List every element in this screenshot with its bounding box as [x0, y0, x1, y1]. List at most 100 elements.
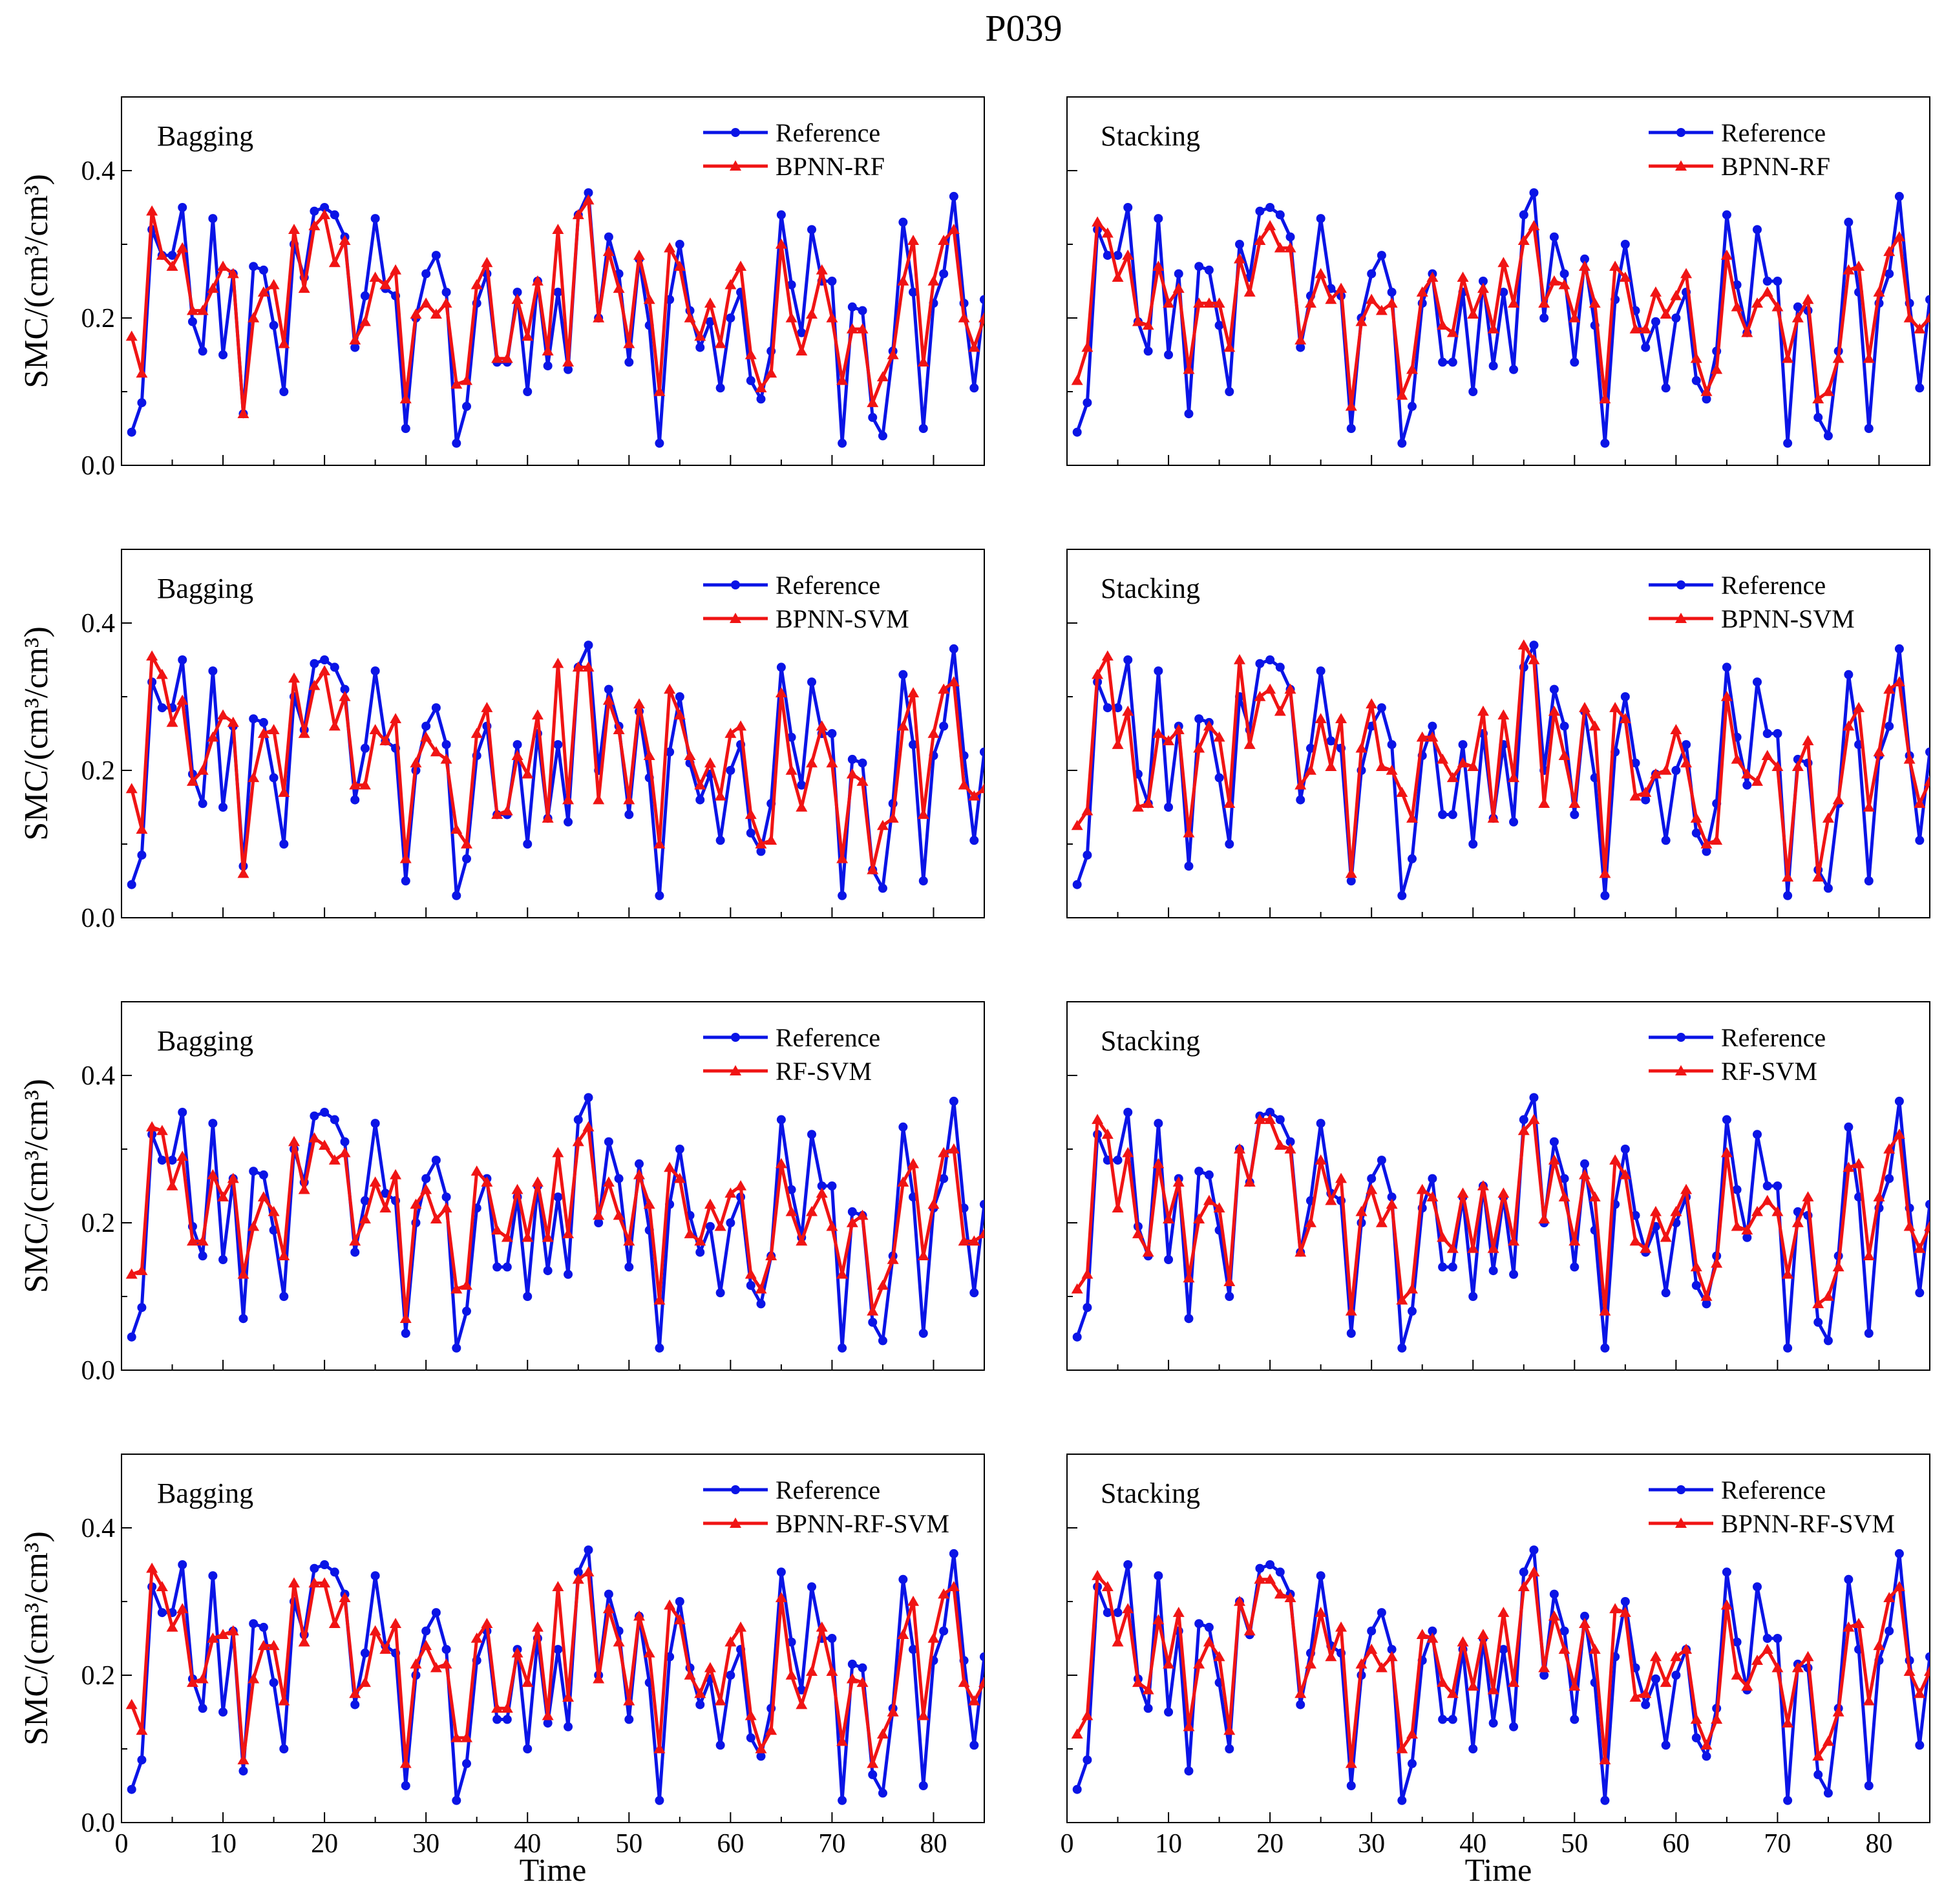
- model-series-point: [775, 1592, 787, 1603]
- model-series-point: [1223, 341, 1236, 352]
- model-series-point: [867, 1305, 879, 1316]
- model-series-point: [501, 1231, 513, 1242]
- model-series-point: [1711, 1257, 1723, 1268]
- model-series-point: [1467, 308, 1479, 319]
- reference-series-point: [340, 1137, 350, 1147]
- reference-series: [127, 1093, 984, 1353]
- method-label: Stacking: [1101, 1025, 1200, 1057]
- reference-series-point: [1762, 1634, 1772, 1643]
- model-series-point: [1132, 1677, 1144, 1687]
- reference-series-point: [746, 1280, 755, 1290]
- reference-series-point: [898, 1574, 908, 1584]
- legend-reference-marker: [1676, 128, 1685, 137]
- model-series-point: [1903, 1220, 1916, 1231]
- reference-series-point: [1529, 1545, 1539, 1555]
- reference-series-point: [635, 1159, 644, 1169]
- legend-model-label: RF-SVM: [776, 1057, 872, 1086]
- model-series-point: [440, 297, 452, 308]
- reference-series-point: [1773, 1634, 1782, 1643]
- model-series-point: [1914, 798, 1926, 809]
- reference-series-point: [1915, 836, 1925, 845]
- model-series-point: [339, 1147, 351, 1158]
- reference-series-point: [1204, 1170, 1214, 1179]
- model-series-point: [328, 1154, 341, 1165]
- reference-series-point: [1285, 1137, 1295, 1147]
- reference-series-point: [1762, 277, 1772, 286]
- model-series-point: [1853, 260, 1865, 271]
- model-series-point: [917, 809, 929, 820]
- reference-series-point: [1691, 376, 1701, 385]
- model-series-point: [1640, 1687, 1652, 1698]
- reference-series-point: [127, 880, 136, 889]
- y-tick-label: 0.2: [81, 304, 116, 333]
- model-series-point: [1457, 1187, 1469, 1198]
- reference-series-point: [269, 773, 279, 783]
- reference-series-point: [1894, 1096, 1904, 1106]
- model-series-point: [1893, 1128, 1905, 1139]
- model-series-point: [308, 1132, 321, 1143]
- reference-series-point: [918, 1329, 928, 1338]
- reference-series-point: [776, 662, 786, 672]
- model-series-point: [1558, 279, 1570, 290]
- model-series-point: [542, 1231, 554, 1242]
- reference-series-point: [1387, 288, 1397, 297]
- model-series-point: [166, 716, 178, 727]
- model-series-point: [917, 1250, 929, 1261]
- model-series-point: [1629, 323, 1642, 333]
- reference-series-point: [1844, 670, 1854, 679]
- model-series-point: [450, 378, 463, 389]
- model-series-point: [968, 341, 980, 352]
- model-series-point: [1761, 1194, 1773, 1205]
- reference-series-point: [868, 1317, 878, 1327]
- reference-series-point: [127, 1332, 136, 1342]
- model-series-point: [623, 794, 635, 805]
- x-tick-label: 60: [717, 1829, 744, 1859]
- reference-series-point: [1539, 313, 1549, 323]
- model-series-point: [1569, 1235, 1581, 1246]
- model-series-point: [1538, 1213, 1550, 1224]
- y-tick-label: 0.4: [81, 156, 116, 186]
- model-series-point: [1152, 1614, 1165, 1625]
- model-series-point: [470, 1165, 483, 1176]
- reference-series-point: [1844, 217, 1854, 227]
- model-series-point: [176, 242, 189, 253]
- model-series-point: [1883, 683, 1896, 694]
- model-series-point: [602, 694, 615, 705]
- model-series-point: [1355, 1205, 1368, 1216]
- reference-series-point: [279, 1292, 289, 1301]
- model-series-point: [1589, 1644, 1601, 1654]
- model-series-point: [1741, 1224, 1753, 1235]
- reference-series-point: [918, 1781, 928, 1790]
- model-series-point: [1304, 297, 1316, 308]
- model-series-point: [643, 1647, 655, 1658]
- reference-series-point: [1600, 1343, 1610, 1353]
- x-tick-label: 20: [311, 1829, 338, 1859]
- reference-series-point: [939, 1626, 949, 1636]
- model-series-point: [1243, 739, 1256, 749]
- reference-series-point: [1549, 1589, 1559, 1599]
- model-series-point: [461, 1279, 472, 1290]
- model-series-point: [1609, 260, 1622, 271]
- reference-series-point: [1265, 1560, 1275, 1569]
- model-series-point: [1640, 787, 1652, 797]
- reference-series-point: [838, 438, 847, 448]
- model-series-point: [1477, 282, 1489, 293]
- model-series-point: [1528, 654, 1540, 664]
- model-series-point: [876, 1728, 889, 1739]
- legend-model-marker: [1675, 1518, 1687, 1528]
- reference-series-point: [1072, 880, 1082, 889]
- reference-series-point: [776, 1115, 786, 1125]
- y-axis-label: SMC/(cm³/cm³): [18, 174, 55, 388]
- model-series-point: [704, 1662, 716, 1673]
- reference-series-point: [655, 891, 664, 900]
- reference-series-point: [1154, 214, 1163, 224]
- model-series-point: [1508, 1235, 1520, 1246]
- model-series-point: [552, 1147, 564, 1158]
- model-series-point: [1660, 308, 1672, 319]
- model-series-point: [714, 1220, 726, 1231]
- model-series-point: [1437, 753, 1449, 764]
- reference-series-point: [1885, 721, 1894, 731]
- model-series-point: [1366, 698, 1378, 709]
- reference-series-point: [1367, 1626, 1377, 1636]
- model-series-point: [1101, 650, 1114, 661]
